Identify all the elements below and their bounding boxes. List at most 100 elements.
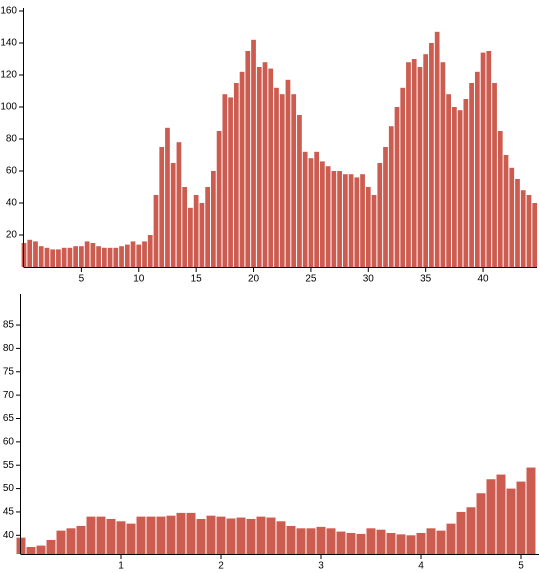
x-tick-label: 25 — [305, 274, 317, 285]
bar — [182, 187, 188, 267]
bar — [446, 523, 456, 554]
y-tick-label: 80 — [6, 134, 18, 145]
bar — [526, 467, 536, 554]
bar — [36, 545, 46, 554]
bar — [256, 67, 262, 267]
bar — [146, 516, 156, 554]
bar — [61, 247, 67, 267]
bar — [503, 155, 509, 267]
bar — [406, 535, 416, 554]
y-tick-label: 45 — [3, 507, 15, 518]
bar — [526, 195, 532, 267]
bar — [429, 43, 434, 267]
x-tick-label: 40 — [477, 274, 489, 285]
bar — [486, 51, 492, 267]
bar — [216, 516, 226, 554]
x-tick-label: 4 — [418, 561, 424, 572]
bar — [67, 247, 73, 267]
bar — [326, 528, 336, 554]
bar — [440, 62, 446, 268]
y-tick-label: 70 — [3, 390, 15, 401]
bar — [193, 195, 199, 267]
bar — [457, 110, 463, 267]
bar — [371, 195, 377, 267]
bar — [226, 518, 236, 554]
y-tick-label: 55 — [3, 460, 15, 471]
bar — [516, 481, 526, 554]
bar — [337, 171, 342, 267]
bar — [101, 247, 107, 267]
y-tick-label: 40 — [3, 530, 15, 541]
bar — [348, 174, 354, 267]
bar — [286, 525, 296, 554]
bar — [476, 493, 486, 554]
bar — [279, 94, 285, 267]
y-tick-label: 40 — [6, 198, 18, 209]
bar — [86, 516, 96, 554]
bar — [388, 126, 394, 267]
bar — [331, 171, 337, 267]
bar — [308, 158, 314, 267]
bar — [320, 161, 325, 267]
bar — [417, 67, 423, 267]
bar — [520, 190, 526, 267]
bar — [216, 131, 222, 267]
bar — [153, 195, 159, 267]
bar — [176, 512, 186, 554]
bar — [50, 249, 56, 267]
bar — [486, 479, 496, 554]
y-tick-label: 120 — [0, 70, 17, 81]
bar — [474, 71, 480, 267]
y-tick-label: 140 — [0, 38, 17, 49]
bar — [116, 521, 126, 554]
bar — [76, 525, 86, 554]
bar — [509, 167, 515, 267]
bar — [365, 187, 371, 267]
bar — [456, 511, 466, 554]
bar — [266, 517, 276, 554]
y-tick-label: 60 — [6, 166, 18, 177]
bar — [136, 516, 146, 554]
bar — [251, 39, 256, 267]
bar — [90, 243, 96, 267]
bar — [423, 54, 429, 268]
bar — [356, 533, 366, 554]
bar — [186, 512, 196, 554]
bar — [492, 83, 497, 267]
bar — [366, 528, 376, 554]
bar — [325, 166, 331, 267]
bar — [126, 523, 136, 554]
bar — [236, 517, 246, 554]
bar — [96, 516, 106, 554]
x-tick-label: 10 — [133, 274, 145, 285]
bar — [446, 94, 451, 267]
x-tick-label: 5 — [79, 274, 85, 285]
y-tick-label: 75 — [3, 366, 15, 377]
x-tick-label: 3 — [318, 561, 324, 572]
bar — [466, 507, 476, 554]
bar — [136, 244, 142, 267]
bar — [26, 546, 36, 554]
bar — [396, 534, 406, 554]
bar — [463, 99, 469, 267]
bar — [142, 241, 147, 267]
bar — [156, 516, 166, 554]
y-tick-label: 50 — [3, 483, 15, 494]
bar — [268, 68, 274, 267]
bar — [296, 528, 306, 554]
bar — [38, 246, 44, 267]
bar — [394, 107, 400, 267]
bar — [274, 87, 279, 267]
bar — [377, 163, 383, 267]
bar — [166, 515, 176, 554]
bar — [159, 147, 165, 267]
bar — [262, 62, 268, 268]
bar — [33, 241, 38, 267]
y-tick-label: 20 — [6, 230, 18, 241]
bar — [176, 142, 182, 267]
bar — [285, 79, 291, 267]
bar — [434, 31, 440, 267]
y-tick-label: 160 — [0, 6, 17, 17]
bar — [196, 518, 206, 554]
